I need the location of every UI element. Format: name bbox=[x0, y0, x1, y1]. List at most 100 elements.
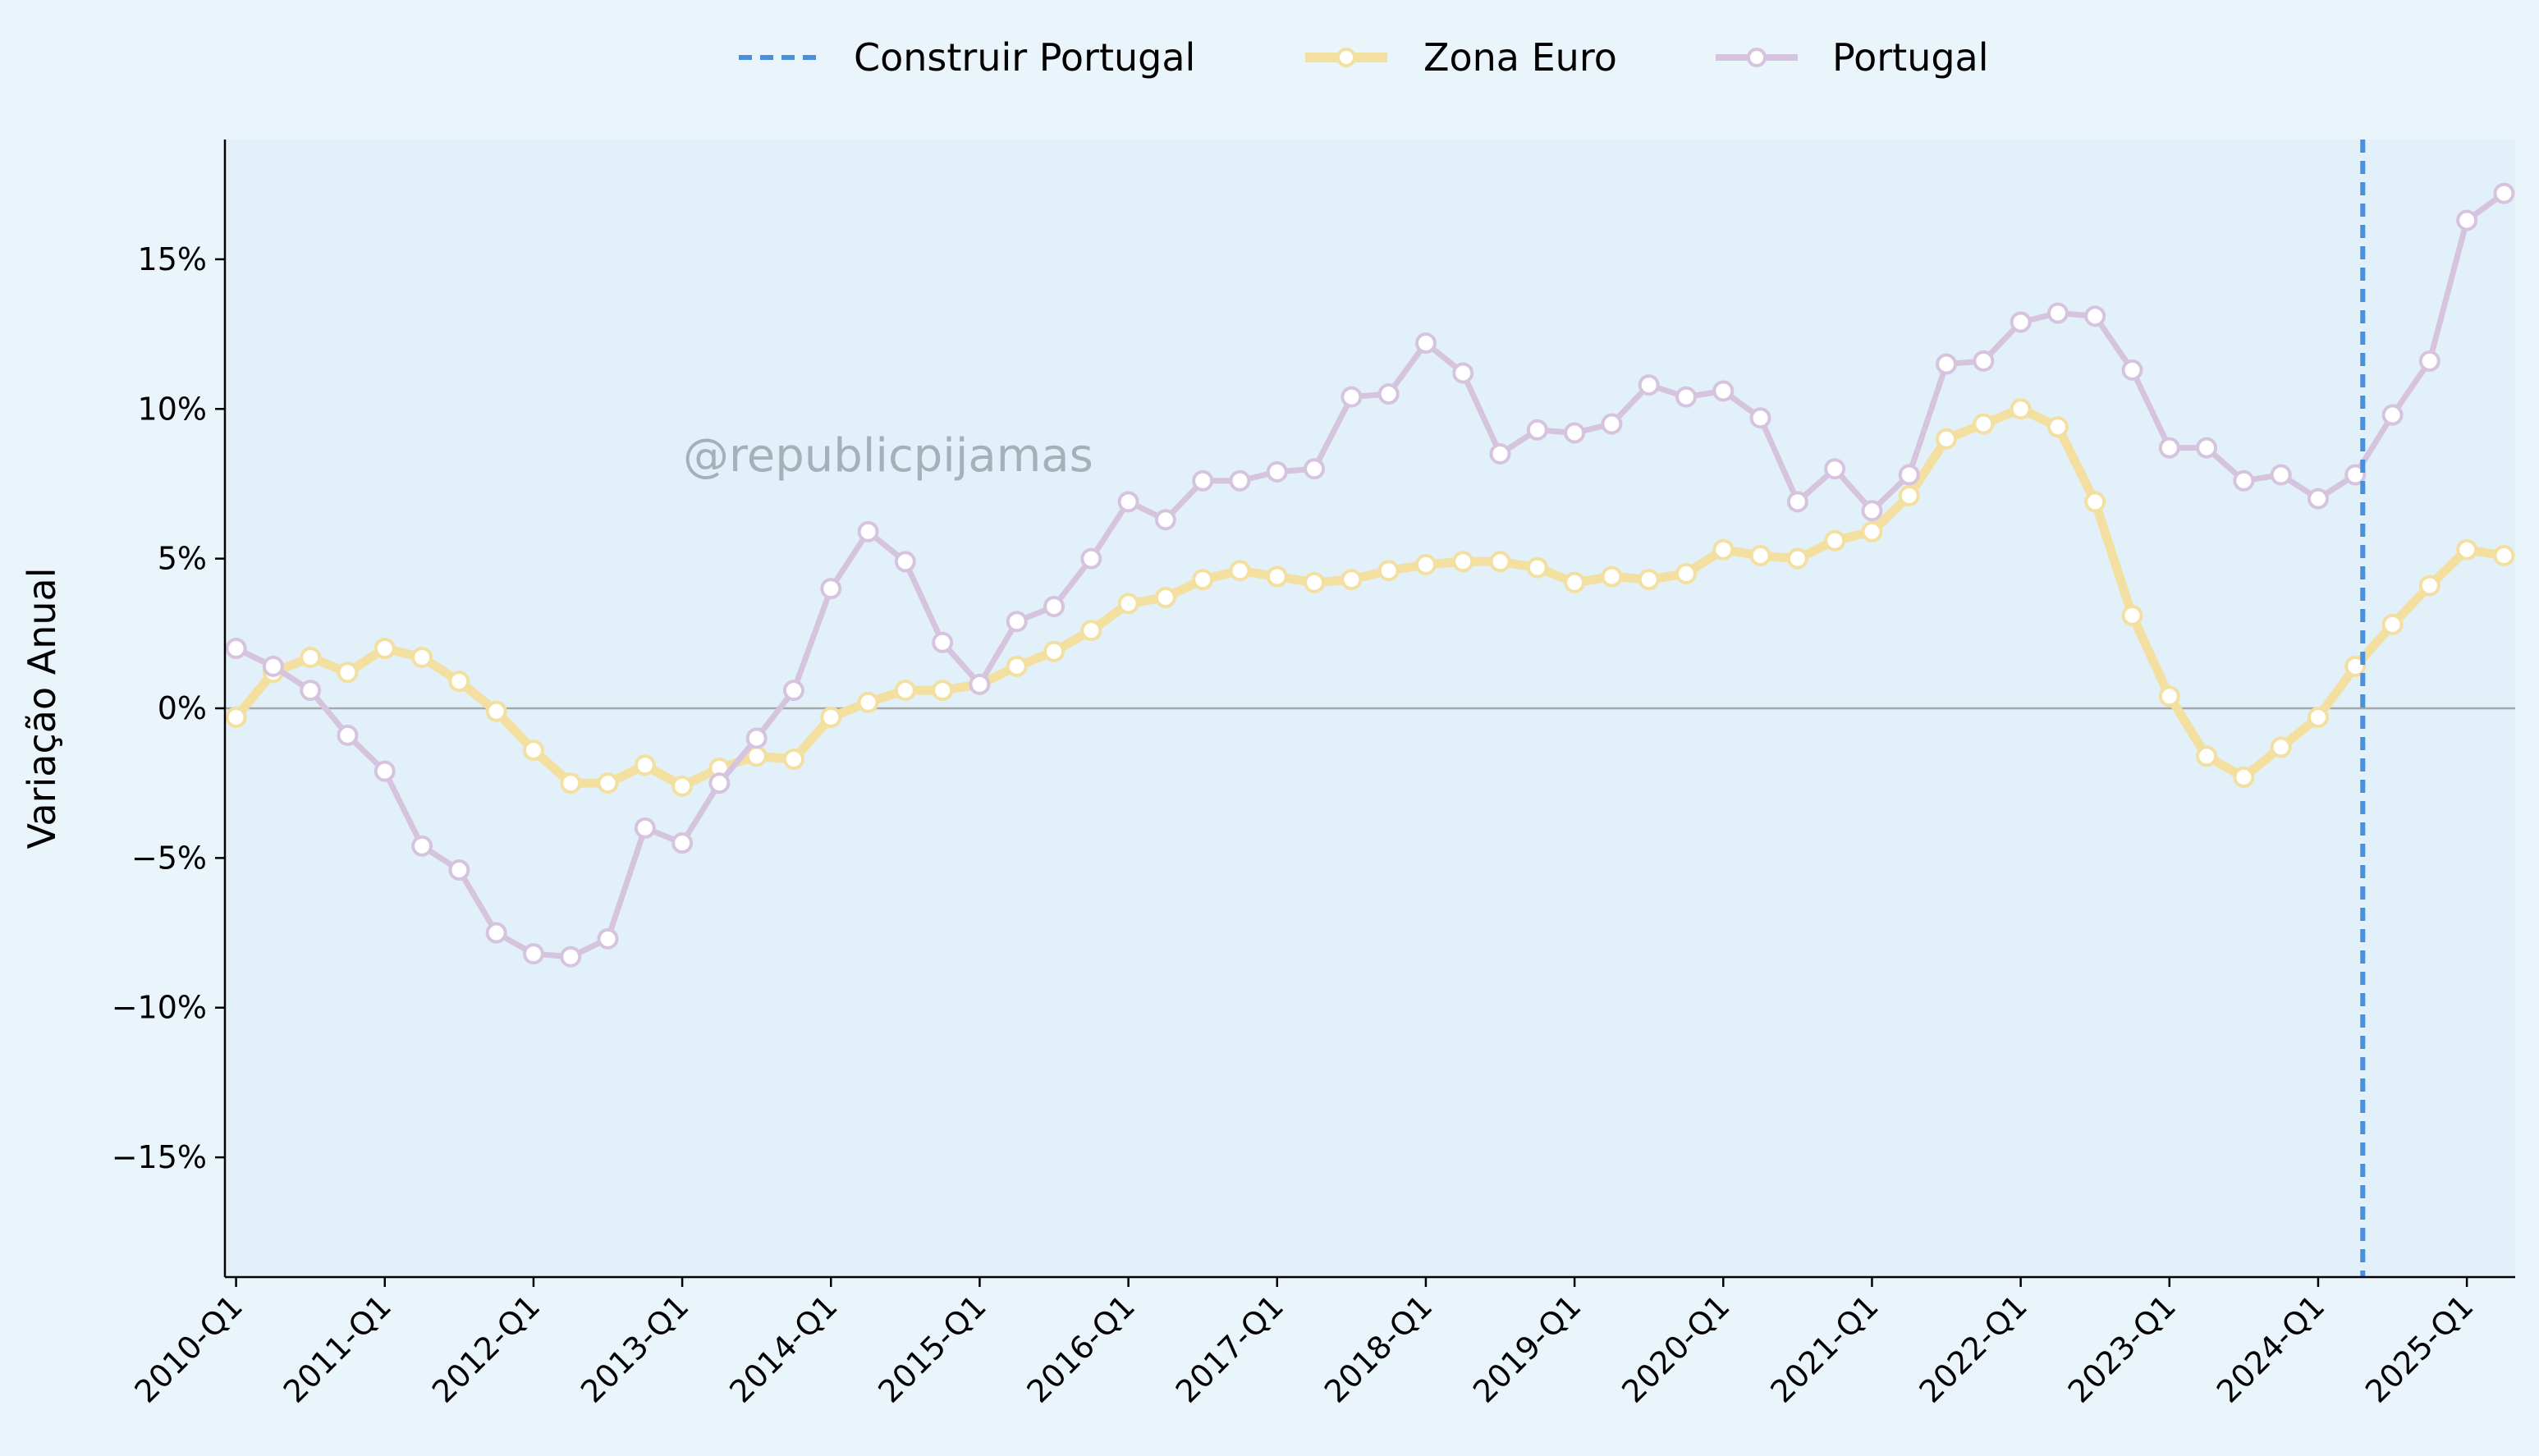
portugal-point[interactable] bbox=[2158, 437, 2180, 459]
zona-euro-point[interactable] bbox=[2196, 745, 2218, 767]
portugal-point[interactable] bbox=[2418, 350, 2440, 372]
portugal-point[interactable] bbox=[2493, 182, 2515, 204]
zona-euro-point[interactable] bbox=[1154, 587, 1176, 609]
zona-euro-point[interactable] bbox=[1936, 428, 1958, 450]
zona-euro-point[interactable] bbox=[337, 662, 359, 684]
zona-euro-point[interactable] bbox=[597, 772, 619, 794]
portugal-point[interactable] bbox=[1043, 595, 1066, 617]
portugal-point[interactable] bbox=[708, 772, 731, 794]
legend-item-zona-euro[interactable]: Zona Euro bbox=[1305, 35, 1617, 80]
zona-euro-point[interactable] bbox=[560, 772, 582, 794]
zona-euro-point[interactable] bbox=[300, 646, 322, 668]
zona-euro-point[interactable] bbox=[485, 700, 507, 722]
portugal-point[interactable] bbox=[560, 945, 582, 968]
zona-euro-point[interactable] bbox=[857, 691, 879, 713]
zona-euro-point[interactable] bbox=[1786, 547, 1808, 570]
zona-euro-point[interactable] bbox=[1304, 571, 1326, 593]
portugal-point[interactable] bbox=[2121, 359, 2143, 381]
portugal-point[interactable] bbox=[932, 631, 954, 653]
portugal-point[interactable] bbox=[969, 673, 991, 695]
zona-euro-point[interactable] bbox=[2084, 491, 2106, 513]
portugal-point[interactable] bbox=[1824, 458, 1846, 480]
portugal-point[interactable] bbox=[1192, 469, 1214, 492]
portugal-point[interactable] bbox=[1526, 419, 1548, 441]
zona-euro-point[interactable] bbox=[2270, 736, 2292, 758]
zona-euro-point[interactable] bbox=[2456, 538, 2478, 561]
portugal-point[interactable] bbox=[1452, 362, 1474, 384]
portugal-point[interactable] bbox=[597, 927, 619, 950]
zona-euro-point[interactable] bbox=[2381, 613, 2404, 635]
zona-euro-point[interactable] bbox=[2233, 766, 2255, 788]
portugal-point[interactable] bbox=[1229, 469, 1251, 492]
zona-euro-point[interactable] bbox=[1601, 565, 1623, 588]
zona-euro-point[interactable] bbox=[225, 706, 247, 728]
zona-euro-point[interactable] bbox=[1043, 640, 1066, 662]
portugal-point[interactable] bbox=[1377, 383, 1400, 405]
zona-euro-point[interactable] bbox=[1266, 565, 1288, 588]
zona-euro-point[interactable] bbox=[2307, 706, 2329, 728]
portugal-point[interactable] bbox=[2381, 404, 2404, 426]
portugal-point[interactable] bbox=[857, 520, 879, 543]
portugal-point[interactable] bbox=[782, 680, 804, 702]
legend-item-construir-portugal[interactable]: Construir Portugal bbox=[739, 35, 1195, 80]
zona-euro-point[interactable] bbox=[1638, 569, 1660, 591]
zona-euro-point[interactable] bbox=[411, 646, 433, 668]
portugal-point[interactable] bbox=[1712, 380, 1735, 402]
portugal-point[interactable] bbox=[262, 655, 284, 677]
zona-euro-point[interactable] bbox=[1749, 544, 1771, 566]
zona-euro-point[interactable] bbox=[1341, 569, 1363, 591]
portugal-point[interactable] bbox=[225, 638, 247, 660]
portugal-point[interactable] bbox=[2196, 437, 2218, 459]
portugal-point[interactable] bbox=[1675, 386, 1697, 408]
portugal-point[interactable] bbox=[1638, 374, 1660, 396]
zona-euro-point[interactable] bbox=[1192, 569, 1214, 591]
zona-euro-point[interactable] bbox=[2121, 604, 2143, 626]
portugal-point[interactable] bbox=[1564, 422, 1586, 444]
zona-euro-point[interactable] bbox=[1006, 655, 1028, 677]
zona-euro-point[interactable] bbox=[1861, 520, 1883, 543]
zona-euro-point[interactable] bbox=[2344, 655, 2367, 677]
zona-euro-point[interactable] bbox=[1526, 556, 1548, 579]
zona-euro-point[interactable] bbox=[448, 671, 470, 693]
portugal-point[interactable] bbox=[671, 832, 694, 854]
portugal-point[interactable] bbox=[1898, 464, 1920, 486]
portugal-point[interactable] bbox=[820, 578, 842, 600]
portugal-point[interactable] bbox=[2010, 311, 2032, 333]
portugal-point[interactable] bbox=[522, 943, 544, 965]
portugal-point[interactable] bbox=[1601, 413, 1623, 435]
portugal-point[interactable] bbox=[374, 760, 396, 782]
zona-euro-point[interactable] bbox=[1973, 413, 1995, 435]
zona-euro-point[interactable] bbox=[894, 680, 916, 702]
zona-euro-point[interactable] bbox=[634, 754, 656, 776]
portugal-point[interactable] bbox=[1006, 611, 1028, 633]
zona-euro-point[interactable] bbox=[671, 775, 694, 797]
zona-euro-point[interactable] bbox=[2046, 416, 2069, 438]
zona-euro-point[interactable] bbox=[1489, 551, 1511, 573]
zona-euro-point[interactable] bbox=[1898, 485, 1920, 507]
portugal-point[interactable] bbox=[337, 724, 359, 746]
zona-euro-point[interactable] bbox=[2010, 398, 2032, 420]
portugal-point[interactable] bbox=[1341, 386, 1363, 408]
portugal-point[interactable] bbox=[2233, 469, 2255, 492]
portugal-point[interactable] bbox=[1489, 442, 1511, 465]
portugal-point[interactable] bbox=[448, 858, 470, 881]
zona-euro-point[interactable] bbox=[782, 749, 804, 771]
zona-euro-point[interactable] bbox=[2418, 575, 2440, 597]
portugal-point[interactable] bbox=[894, 551, 916, 573]
zona-euro-point[interactable] bbox=[1675, 562, 1697, 584]
portugal-point[interactable] bbox=[2344, 464, 2367, 486]
zona-euro-point[interactable] bbox=[522, 739, 544, 762]
zona-euro-point[interactable] bbox=[1452, 551, 1474, 573]
portugal-point[interactable] bbox=[1861, 500, 1883, 522]
zona-euro-point[interactable] bbox=[2493, 544, 2515, 566]
portugal-point[interactable] bbox=[485, 922, 507, 944]
portugal-point[interactable] bbox=[2307, 488, 2329, 510]
portugal-point[interactable] bbox=[411, 835, 433, 857]
portugal-point[interactable] bbox=[1749, 407, 1771, 429]
portugal-point[interactable] bbox=[1936, 353, 1958, 375]
portugal-point[interactable] bbox=[1117, 491, 1139, 513]
portugal-point[interactable] bbox=[2084, 305, 2106, 327]
zona-euro-point[interactable] bbox=[374, 638, 396, 660]
portugal-point[interactable] bbox=[745, 727, 768, 749]
zona-euro-point[interactable] bbox=[1377, 560, 1400, 582]
